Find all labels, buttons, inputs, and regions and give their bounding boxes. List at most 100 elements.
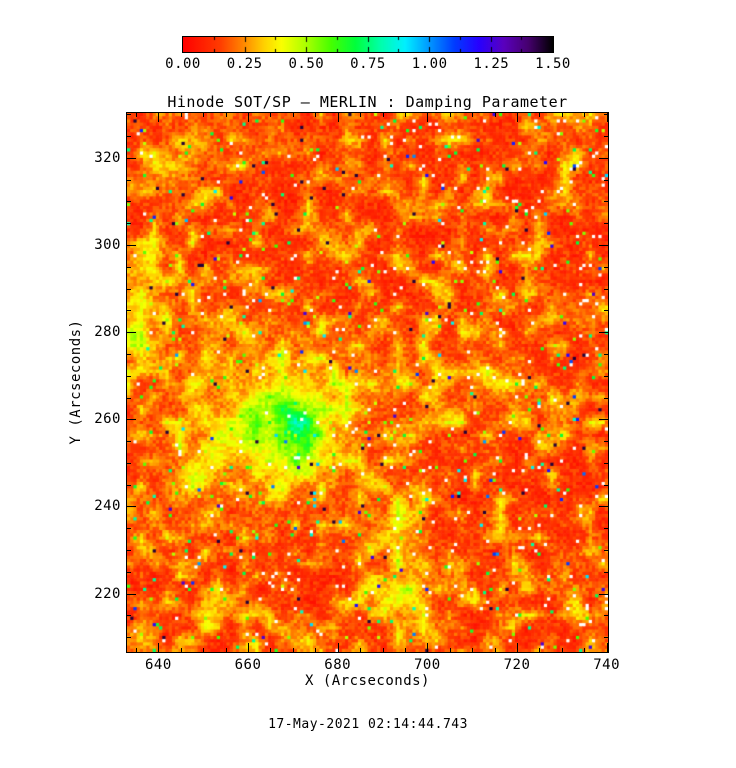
x-minor-tick [270, 648, 271, 652]
x-axis-label: X (Arcseconds) [304, 673, 430, 689]
y-major-tick [599, 158, 608, 159]
x-minor-tick [293, 648, 294, 652]
y-minor-tick [604, 637, 608, 638]
y-minor-tick [604, 485, 608, 486]
x-minor-tick [472, 648, 473, 652]
x-minor-tick [226, 648, 227, 652]
x-major-tick [607, 643, 608, 652]
y-minor-tick [604, 572, 608, 573]
x-minor-tick [203, 113, 204, 117]
y-minor-tick [604, 550, 608, 551]
x-major-tick [338, 113, 339, 122]
x-minor-tick [203, 648, 204, 652]
x-minor-tick [181, 648, 182, 652]
y-minor-tick [604, 463, 608, 464]
y-major-tick [127, 419, 136, 420]
y-major-tick [127, 245, 136, 246]
x-major-tick [158, 113, 159, 122]
y-major-tick [127, 506, 136, 507]
y-tick-label: 320 [94, 149, 121, 166]
x-minor-tick [495, 113, 496, 117]
y-minor-tick [127, 114, 131, 115]
x-minor-tick [405, 648, 406, 652]
x-minor-tick [360, 113, 361, 117]
y-minor-tick [127, 201, 131, 202]
colorbar-tick-label: 0.25 [226, 56, 263, 72]
y-minor-tick [604, 180, 608, 181]
x-tick-label: 720 [503, 657, 531, 673]
x-minor-tick [539, 648, 540, 652]
y-minor-tick [604, 441, 608, 442]
y-minor-tick [127, 463, 131, 464]
colorbar [182, 36, 554, 53]
y-minor-tick [127, 376, 131, 377]
plot-area [126, 112, 609, 653]
x-major-tick [248, 643, 249, 652]
y-minor-tick [127, 528, 131, 529]
x-minor-tick [584, 113, 585, 117]
y-tick-label: 260 [94, 411, 121, 428]
colorbar-tick-label: 0.50 [288, 56, 325, 72]
colorbar-tick-label: 1.25 [473, 56, 510, 72]
x-minor-tick [450, 113, 451, 117]
x-minor-tick [405, 113, 406, 117]
y-minor-tick [604, 528, 608, 529]
x-minor-tick [383, 648, 384, 652]
y-minor-tick [127, 354, 131, 355]
x-major-tick [338, 643, 339, 652]
colorbar-tick-label: 0.75 [350, 56, 386, 72]
y-minor-tick [604, 310, 608, 311]
x-tick-label: 700 [413, 657, 441, 673]
y-minor-tick [127, 310, 131, 311]
y-minor-tick [604, 376, 608, 377]
y-major-tick [599, 594, 608, 595]
x-minor-tick [584, 648, 585, 652]
y-tick-label: 280 [94, 324, 121, 341]
timestamp: 17-May-2021 02:14:44.743 [268, 717, 468, 732]
y-minor-tick [127, 180, 131, 181]
y-minor-tick [604, 267, 608, 268]
y-minor-tick [127, 572, 131, 573]
plot-title: Hinode SOT/SP — MERLIN : Damping Paramet… [167, 93, 568, 111]
heatmap-image [127, 113, 608, 652]
y-minor-tick [127, 289, 131, 290]
x-minor-tick [562, 113, 563, 117]
y-minor-tick [604, 136, 608, 137]
y-minor-tick [604, 354, 608, 355]
x-minor-tick [293, 113, 294, 117]
colorbar-tick-label: 1.50 [535, 56, 571, 72]
y-minor-tick [127, 267, 131, 268]
y-minor-tick [127, 441, 131, 442]
x-major-tick [248, 113, 249, 122]
x-minor-tick [181, 113, 182, 117]
y-tick-label: 300 [94, 237, 121, 254]
y-major-tick [127, 332, 136, 333]
y-minor-tick [127, 223, 131, 224]
y-minor-tick [604, 289, 608, 290]
y-major-tick [127, 594, 136, 595]
x-major-tick [158, 643, 159, 652]
y-minor-tick [127, 398, 131, 399]
y-minor-tick [127, 637, 131, 638]
y-major-tick [599, 419, 608, 420]
y-major-tick [599, 332, 608, 333]
y-minor-tick [127, 615, 131, 616]
x-major-tick [427, 113, 428, 122]
y-tick-label: 240 [94, 498, 121, 515]
y-minor-tick [604, 201, 608, 202]
y-minor-tick [127, 550, 131, 551]
x-minor-tick [472, 113, 473, 117]
x-minor-tick [270, 113, 271, 117]
x-tick-label: 740 [593, 657, 621, 673]
x-minor-tick [450, 648, 451, 652]
x-tick-label: 640 [144, 657, 172, 673]
x-minor-tick [315, 648, 316, 652]
y-minor-tick [127, 136, 131, 137]
x-minor-tick [562, 648, 563, 652]
x-major-tick [427, 643, 428, 652]
y-minor-tick [604, 114, 608, 115]
y-major-tick [599, 245, 608, 246]
x-major-tick [607, 113, 608, 122]
x-minor-tick [360, 648, 361, 652]
colorbar-tick-label: 0.00 [165, 56, 201, 72]
